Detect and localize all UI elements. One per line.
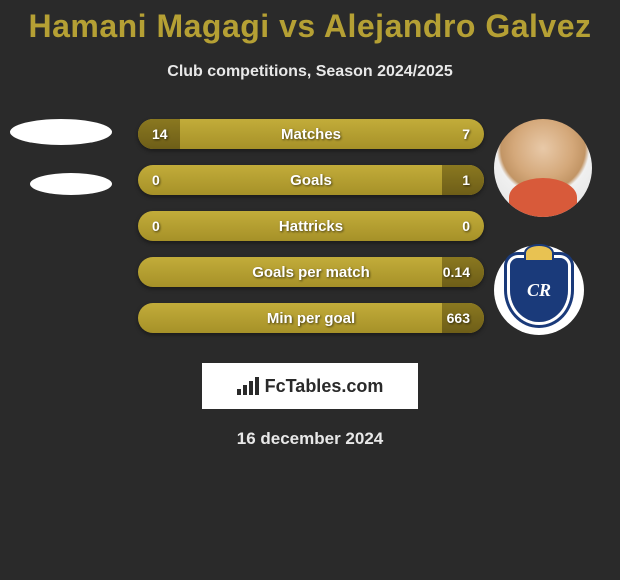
brand-logo: FcTables.com <box>202 363 418 409</box>
stats-area: CR 14 Matches 7 0 Goals 1 0 <box>0 119 620 349</box>
stat-left-value: 14 <box>152 126 168 142</box>
stat-label: Goals <box>290 172 332 189</box>
stat-right-value: 7 <box>462 126 470 142</box>
stat-right-value: 663 <box>447 310 470 326</box>
club-crest-icon: CR <box>494 245 584 335</box>
stat-label: Min per goal <box>267 310 355 327</box>
brand-text: FcTables.com <box>265 376 384 397</box>
avatar-placeholder-icon <box>30 173 112 195</box>
stat-right-value: 0 <box>462 218 470 234</box>
stat-left-value: 0 <box>152 218 160 234</box>
stat-right-value: 0.14 <box>443 264 470 280</box>
date-line: 16 december 2024 <box>0 429 620 449</box>
player-photo-icon <box>494 119 592 217</box>
stat-row: 0 Goals 1 <box>138 165 484 195</box>
stat-left-value: 0 <box>152 172 160 188</box>
stat-label: Hattricks <box>279 218 343 235</box>
stat-label: Matches <box>281 126 341 143</box>
crest-letters: CR <box>527 280 551 301</box>
stat-row: Goals per match 0.14 <box>138 257 484 287</box>
player-left-avatar <box>10 119 112 195</box>
chart-bars-icon <box>237 377 259 395</box>
comparison-card: Hamani Magagi vs Alejandro Galvez Club c… <box>0 0 620 449</box>
stat-bars: 14 Matches 7 0 Goals 1 0 Hattricks 0 <box>138 119 484 349</box>
subtitle: Club competitions, Season 2024/2025 <box>0 63 620 81</box>
page-title: Hamani Magagi vs Alejandro Galvez <box>0 8 620 45</box>
stat-row: 14 Matches 7 <box>138 119 484 149</box>
player-right-column: CR <box>494 119 592 335</box>
stat-row: Min per goal 663 <box>138 303 484 333</box>
stat-label: Goals per match <box>252 264 370 281</box>
avatar-placeholder-icon <box>10 119 112 145</box>
stat-row: 0 Hattricks 0 <box>138 211 484 241</box>
stat-right-value: 1 <box>462 172 470 188</box>
